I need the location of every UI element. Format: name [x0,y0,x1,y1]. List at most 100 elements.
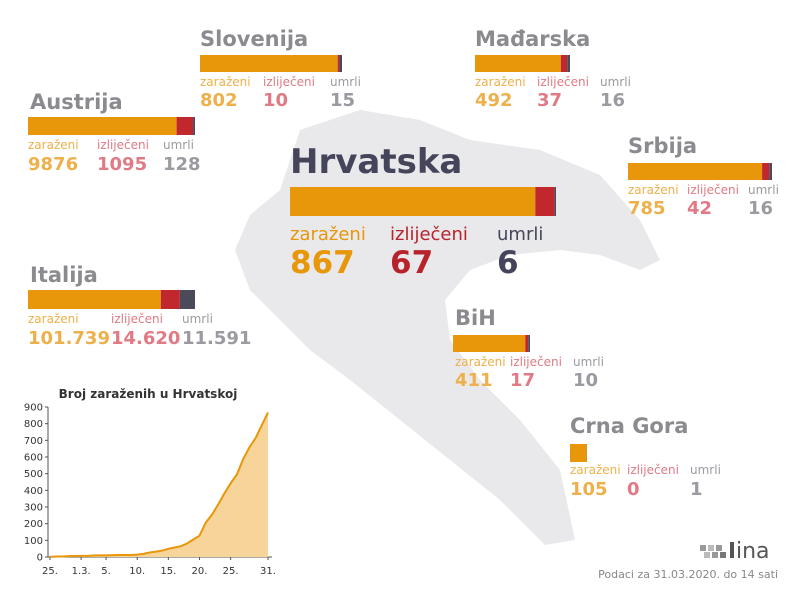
status-label: izliječeni [390,224,468,245]
status-label: zaraženi [570,463,621,477]
value-label: 11.591 [182,328,251,349]
bar-segment [570,444,587,462]
country-name: Hrvatska [290,142,462,182]
value-label: 1 [690,479,703,500]
x-tick-label: 20. [192,566,208,577]
bar-segment [28,290,161,309]
country-panel: Crna Gora zaraženi 105 izliječeni 0 umrli 1 [570,414,721,500]
line-chart: Broj zaraženih u Hrvatskoj 0 100 200 300 400 5… [24,387,276,577]
map-background [235,110,660,545]
status-label: izliječeni [687,183,739,197]
x-tick-label: 31. [260,566,276,577]
status-label: umrli [497,224,543,245]
status-label: zaraženi [475,75,526,89]
logo-text: ina [736,539,770,564]
chart-title: Broj zaraženih u Hrvatskoj [59,387,238,401]
bar-segment [560,55,568,72]
country-name: Srbija [628,134,697,158]
value-label: 0 [627,479,640,500]
bar-segment [160,290,180,309]
value-label: 42 [687,198,712,219]
status-label: umrli [748,183,779,197]
value-label: 37 [537,90,562,111]
value-label: 785 [628,198,666,219]
x-tick-label: 5. [101,566,111,577]
country-name: Crna Gora [570,414,688,438]
y-tick-label: 800 [24,419,43,430]
bar-segment [28,117,177,135]
bar-segment [339,55,342,72]
value-label: 101.739 [28,328,110,349]
x-tick-label: 1.3. [72,566,91,577]
value-label: 16 [748,198,773,219]
bar-segment [193,117,195,135]
country-name: Italija [30,263,98,287]
bar-segment [567,55,570,72]
y-tick-label: 100 [24,536,43,547]
status-label: umrli [163,138,194,152]
bar-segment [453,335,526,352]
y-tick-label: 500 [24,469,43,480]
status-label: izliječeni [97,138,149,152]
value-label: 1095 [97,154,147,175]
logo: ina [700,539,770,564]
status-label: umrli [573,355,604,369]
footer: Podaci za 31.03.2020. do 14 sati [598,568,778,581]
bar-segment [176,117,194,135]
status-label: umrli [690,463,721,477]
value-label: 867 [290,245,355,281]
country-panel: Austrija zaraženi 9876 izliječeni 1095 umrli 1… [28,90,201,175]
y-tick-label: 400 [24,486,43,497]
bar-segment [179,290,195,309]
y-tick-label: 200 [24,519,43,530]
status-label: izliječeni [263,75,315,89]
bar-segment [525,335,529,352]
value-label: 17 [510,370,535,391]
status-label: zaraženi [28,312,79,326]
country-name: Mađarska [475,27,590,51]
status-label: zaraženi [455,355,506,369]
x-tick-label: 25. [42,566,58,577]
value-label: 16 [600,90,625,111]
value-label: 10 [263,90,288,111]
y-tick-label: 300 [24,503,43,514]
bar-segment [290,187,536,216]
bar-segment [475,55,561,72]
status-label: izliječeni [537,75,589,89]
status-label: izliječeni [510,355,562,369]
x-tick-label: 25. [223,566,239,577]
value-label: 105 [570,479,608,500]
y-tick-label: 900 [24,403,43,414]
bar-segment [554,187,556,216]
value-label: 6 [497,245,519,281]
status-label: umrli [600,75,631,89]
value-label: 802 [200,90,238,111]
value-label: 9876 [28,154,78,175]
value-label: 15 [330,90,355,111]
value-label: 492 [475,90,513,111]
y-tick-label: 700 [24,436,43,447]
bar-segment [535,187,555,216]
y-tick-label: 0 [37,553,43,564]
value-label: 67 [390,245,433,281]
value-label: 128 [163,154,201,175]
status-label: zaraženi [290,224,366,245]
status-label: izliječeni [627,463,679,477]
area [50,412,268,557]
country-name: BiH [455,306,496,330]
bar-segment [200,55,338,72]
status-label: umrli [182,312,213,326]
bar-segment [628,163,763,180]
status-label: zaraženi [628,183,679,197]
status-label: zaraženi [28,138,79,152]
bar-segment [528,335,530,352]
status-label: izliječeni [111,312,163,326]
x-tick-label: 15. [160,566,176,577]
value-label: 14.620 [111,328,180,349]
